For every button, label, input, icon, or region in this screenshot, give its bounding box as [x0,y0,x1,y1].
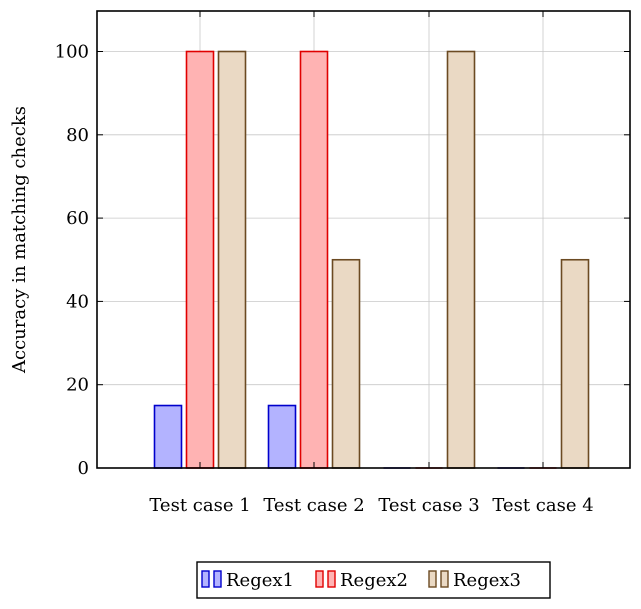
y-tick-label: 60 [66,208,89,229]
legend-swatch [327,570,336,588]
grid [97,11,630,469]
legend: Regex1 Regex2 Regex3 [196,561,551,599]
bars [153,50,590,469]
bar-regex1 [153,404,183,469]
legend-swatch [428,570,437,588]
bar-regex3 [331,258,361,469]
y-tick-label: 0 [78,458,89,479]
plot-frame [96,10,631,469]
y-tick-label: 80 [66,125,89,146]
x-category-label: Test case 3 [378,495,479,516]
bar-regex3 [446,50,476,469]
bar-regex2 [299,50,329,469]
y-tick-label: 40 [66,291,89,312]
legend-swatch [201,570,210,588]
bar-regex3 [217,50,247,469]
y-tick-label: 20 [66,375,89,396]
legend-label: Regex1 [226,570,294,591]
legend-label: Regex2 [340,570,408,591]
legend-swatch [315,570,324,588]
bar-regex2 [185,50,215,469]
legend-swatch [440,570,449,588]
x-category-label: Test case 2 [263,495,364,516]
bar-regex1 [267,404,297,469]
x-category-label: Test case 4 [492,495,593,516]
legend-label: Regex3 [453,570,521,591]
legend-swatch [213,570,222,588]
y-axis-title: Accuracy in matching checks [9,106,30,374]
y-tick-label: 100 [55,42,89,63]
legend-box [196,561,551,599]
y-axis: 0 20 40 60 80 100 [55,42,630,479]
x-category-label: Test case 1 [149,495,250,516]
x-axis: Test case 1 Test case 2 Test case 3 Test ca… [149,11,594,516]
bar-regex3 [560,258,590,469]
